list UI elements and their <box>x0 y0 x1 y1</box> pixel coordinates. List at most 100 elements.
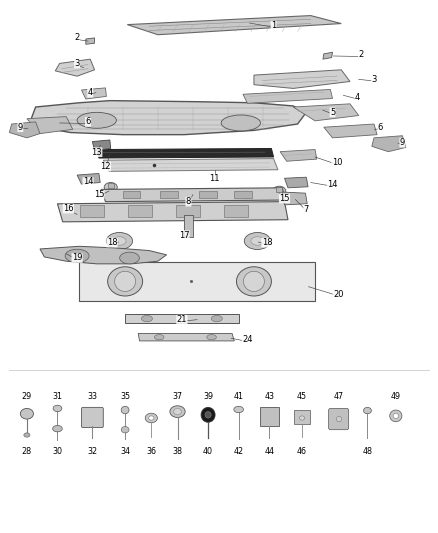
FancyBboxPatch shape <box>81 407 103 427</box>
Bar <box>224 205 248 217</box>
Ellipse shape <box>121 426 129 433</box>
Ellipse shape <box>53 425 62 432</box>
Polygon shape <box>283 192 307 205</box>
Text: 11: 11 <box>209 174 220 183</box>
Polygon shape <box>138 334 234 341</box>
Polygon shape <box>323 52 332 59</box>
Ellipse shape <box>53 405 62 411</box>
Ellipse shape <box>393 413 399 418</box>
Text: 15: 15 <box>279 194 290 203</box>
Text: 1: 1 <box>271 21 276 30</box>
Ellipse shape <box>120 252 139 264</box>
Text: 29: 29 <box>22 392 32 401</box>
Text: 12: 12 <box>100 162 111 171</box>
Polygon shape <box>27 117 73 134</box>
Text: 49: 49 <box>391 392 401 401</box>
Bar <box>184 215 193 237</box>
Ellipse shape <box>273 186 286 196</box>
Polygon shape <box>86 38 95 44</box>
Polygon shape <box>280 150 317 161</box>
Text: 14: 14 <box>327 180 338 189</box>
Text: 39: 39 <box>203 392 213 401</box>
Text: 33: 33 <box>88 392 97 401</box>
Polygon shape <box>254 70 350 88</box>
Polygon shape <box>372 136 406 152</box>
Bar <box>123 191 141 198</box>
Text: 43: 43 <box>264 392 274 401</box>
Ellipse shape <box>244 232 271 249</box>
Text: 44: 44 <box>264 447 274 456</box>
Ellipse shape <box>106 232 133 249</box>
FancyBboxPatch shape <box>328 408 349 430</box>
Bar <box>199 191 217 198</box>
Polygon shape <box>285 177 308 188</box>
Ellipse shape <box>244 271 265 292</box>
Polygon shape <box>293 104 359 121</box>
Text: 41: 41 <box>233 392 244 401</box>
Text: 15: 15 <box>94 190 104 199</box>
Polygon shape <box>77 173 100 184</box>
Ellipse shape <box>173 408 181 415</box>
Text: 7: 7 <box>304 205 309 214</box>
Text: 48: 48 <box>363 447 372 456</box>
Ellipse shape <box>121 406 129 414</box>
Ellipse shape <box>154 335 164 340</box>
Ellipse shape <box>65 249 89 263</box>
Polygon shape <box>97 149 274 158</box>
Polygon shape <box>324 124 377 138</box>
Text: 4: 4 <box>88 88 93 97</box>
Ellipse shape <box>201 407 215 422</box>
Text: 2: 2 <box>74 34 80 43</box>
Text: 9: 9 <box>18 123 23 132</box>
Polygon shape <box>40 246 166 264</box>
Ellipse shape <box>207 335 216 340</box>
Bar <box>128 205 152 217</box>
Polygon shape <box>10 122 40 138</box>
Text: 47: 47 <box>334 392 344 401</box>
Bar <box>176 205 200 217</box>
Polygon shape <box>57 201 288 222</box>
Polygon shape <box>101 188 286 201</box>
Text: 6: 6 <box>378 123 383 132</box>
Polygon shape <box>243 90 332 103</box>
Text: 37: 37 <box>173 392 183 401</box>
Text: 34: 34 <box>120 447 130 456</box>
Ellipse shape <box>145 413 157 423</box>
Polygon shape <box>127 15 341 35</box>
Text: 18: 18 <box>107 238 117 247</box>
Text: 42: 42 <box>233 447 244 456</box>
Text: 30: 30 <box>53 447 63 456</box>
Ellipse shape <box>251 237 264 245</box>
Text: 4: 4 <box>355 93 360 102</box>
Ellipse shape <box>364 407 371 414</box>
Text: 31: 31 <box>53 392 63 401</box>
Text: 20: 20 <box>333 289 343 298</box>
Ellipse shape <box>336 416 342 422</box>
Text: 3: 3 <box>74 59 80 68</box>
Text: 38: 38 <box>173 447 183 456</box>
Text: 35: 35 <box>120 392 130 401</box>
Ellipse shape <box>24 433 30 437</box>
Polygon shape <box>55 59 95 76</box>
Text: 5: 5 <box>330 108 335 117</box>
Text: 45: 45 <box>297 392 307 401</box>
Bar <box>108 183 114 188</box>
Text: 8: 8 <box>186 197 191 206</box>
Text: 28: 28 <box>22 447 32 456</box>
Text: 9: 9 <box>400 138 405 147</box>
Bar <box>260 407 279 426</box>
Polygon shape <box>92 140 111 151</box>
Bar <box>160 191 177 198</box>
Ellipse shape <box>20 408 33 419</box>
Text: 3: 3 <box>371 75 377 84</box>
Ellipse shape <box>221 115 261 131</box>
Text: 46: 46 <box>297 447 307 456</box>
Polygon shape <box>31 101 306 135</box>
Text: 40: 40 <box>203 447 213 456</box>
Text: 14: 14 <box>83 177 93 187</box>
Ellipse shape <box>234 406 244 413</box>
Ellipse shape <box>149 416 154 420</box>
Text: 2: 2 <box>358 51 364 59</box>
Bar <box>294 409 310 424</box>
Polygon shape <box>81 88 106 99</box>
